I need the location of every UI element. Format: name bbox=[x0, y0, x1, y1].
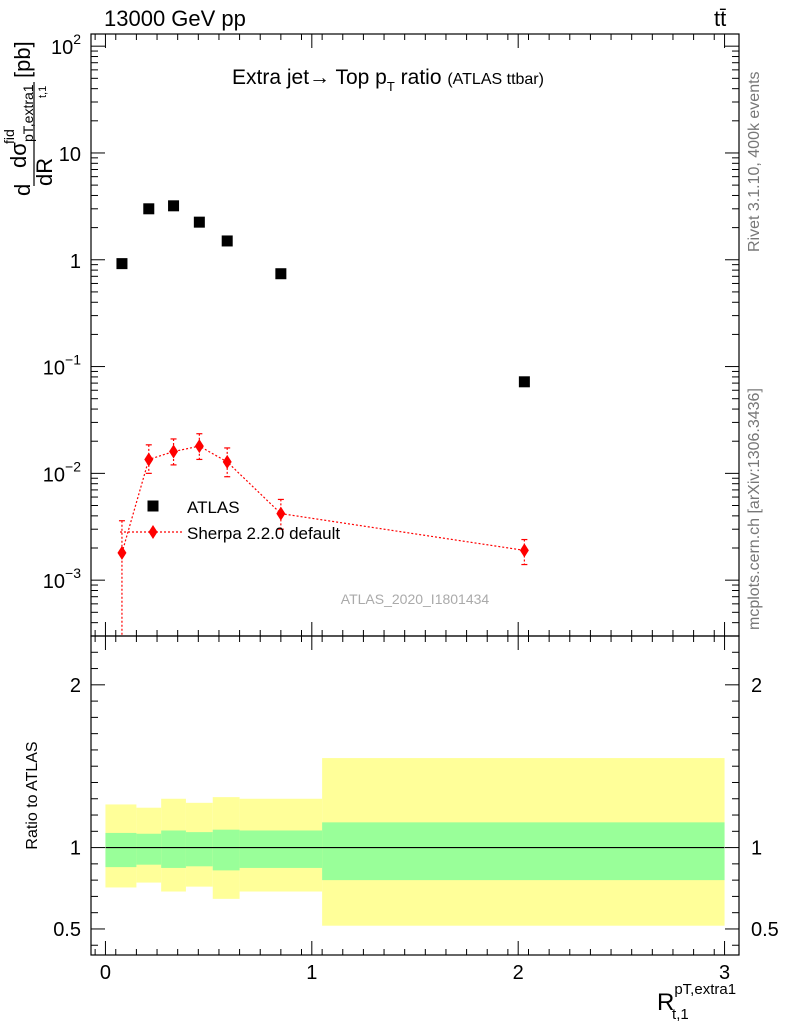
legend-marker-sherpa bbox=[148, 525, 158, 539]
ratio-band-inner-bin bbox=[185, 832, 213, 867]
legend-label-sherpa: Sherpa 2.2.0 default bbox=[187, 524, 340, 543]
sherpa-point bbox=[194, 439, 204, 454]
process-label: tt̄ bbox=[714, 6, 727, 31]
atlas-point bbox=[275, 268, 287, 280]
x-tick-label: 2 bbox=[513, 962, 524, 984]
y-tick-label: 10−3 bbox=[43, 565, 81, 593]
y-axis-label-fid: fid bbox=[1, 129, 17, 144]
ratio-y-tick-label-right: 1 bbox=[751, 838, 762, 860]
y-axis-label-unit: [pb] bbox=[10, 41, 35, 78]
y-tick-label: 1 bbox=[70, 251, 81, 273]
sherpa-point bbox=[222, 454, 232, 469]
ratio-y-tick-label-right: 0.5 bbox=[751, 919, 779, 941]
atlas-point bbox=[518, 376, 530, 388]
y-tick-label: 10 bbox=[59, 144, 81, 166]
main-panel: 102 10 1 10−1 10−2 10−3 Extra jet→ Top pT rati… bbox=[1, 31, 740, 637]
atlas-point bbox=[143, 203, 155, 215]
ratio-y-tick-label: 1 bbox=[70, 838, 81, 860]
x-axis-label: RpT,extra1 t,1 bbox=[657, 981, 736, 1023]
y-axis-label-sub2: t,1 bbox=[37, 86, 49, 98]
ratio-y-tick-label-right: 2 bbox=[751, 675, 762, 697]
x-tick-label: 3 bbox=[719, 962, 730, 984]
atlas-point bbox=[221, 235, 233, 247]
sherpa-point bbox=[276, 506, 286, 521]
atlas-point bbox=[116, 258, 128, 270]
y-axis-label-sub: pT,extra1 bbox=[20, 84, 36, 142]
y-tick-label: 10−2 bbox=[43, 458, 81, 486]
ratio-band-inner-bin bbox=[136, 833, 162, 865]
ratio-band-inner-bin bbox=[105, 832, 137, 868]
chart-title: Extra jet→ Top pT ratio (ATLAS ttbar) bbox=[232, 66, 544, 94]
sherpa-point bbox=[519, 543, 529, 558]
ratio-y-axis-label: Ratio to ATLAS bbox=[24, 741, 41, 849]
ratio-y-tick-label: 0.5 bbox=[53, 919, 81, 941]
y-axis-label-dsigma: dσ bbox=[6, 142, 31, 168]
ratio-band-inner-bin bbox=[239, 830, 323, 868]
ratio-band-inner-bin bbox=[212, 829, 240, 871]
ratio-band-inner-bin bbox=[322, 822, 725, 881]
sherpa-point bbox=[169, 444, 179, 459]
ratio-band-inner-bin bbox=[161, 830, 186, 868]
ratio-panel: 0 1 2 3 0.5 0.5 1 1 2 2 Ratio to ATLAS RpT,extra1 t,… bbox=[24, 635, 779, 1023]
y-axis-label-dR: dR bbox=[32, 158, 57, 186]
energy-label: 13000 GeV pp bbox=[104, 6, 246, 31]
atlas-point bbox=[193, 216, 205, 228]
analysis-watermark: ATLAS_2020_I1801434 bbox=[341, 591, 490, 607]
x-tick-label: 1 bbox=[306, 962, 317, 984]
legend-marker-atlas bbox=[147, 500, 159, 512]
y-tick-label: 102 bbox=[51, 31, 81, 59]
ratio-y-tick-label: 2 bbox=[70, 675, 81, 697]
atlas-point bbox=[168, 200, 180, 212]
x-tick-label: 0 bbox=[100, 962, 111, 984]
legend-label-atlas: ATLAS bbox=[187, 498, 240, 517]
y-axis-label-d: d bbox=[10, 184, 35, 196]
sherpa-point bbox=[117, 545, 127, 560]
main-frame bbox=[90, 33, 740, 637]
sherpa-point bbox=[144, 452, 154, 467]
y-tick-label: 10−1 bbox=[43, 352, 81, 380]
